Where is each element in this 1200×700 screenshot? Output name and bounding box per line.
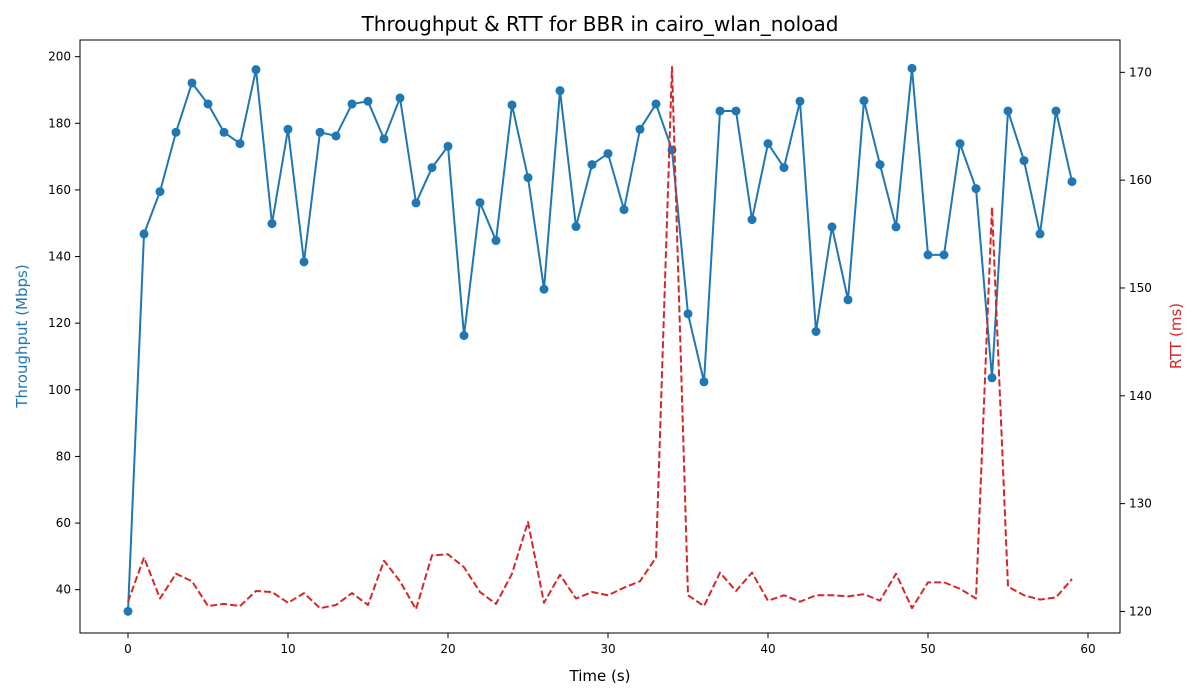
throughput-point	[731, 106, 741, 116]
throughput-point	[219, 127, 229, 137]
throughput-point	[779, 163, 789, 173]
throughput-point	[683, 309, 693, 319]
x-tick-label: 40	[760, 642, 775, 656]
throughput-point	[875, 160, 885, 170]
throughput-point	[539, 284, 549, 294]
x-tick-label: 60	[1080, 642, 1095, 656]
series-layer	[123, 63, 1077, 616]
throughput-point	[395, 93, 405, 103]
throughput-point	[283, 124, 293, 134]
throughput-point	[523, 173, 533, 183]
throughput-point	[843, 295, 853, 305]
throughput-point	[747, 215, 757, 225]
throughput-point	[379, 134, 389, 144]
throughput-point	[507, 100, 517, 110]
y-left-tick-label: 60	[56, 516, 71, 530]
throughput-point	[619, 205, 629, 215]
throughput-point	[1035, 229, 1045, 239]
y-axis-left-label: Throughput (Mbps)	[13, 264, 31, 408]
y-left-tick-label: 40	[56, 583, 71, 597]
throughput-point	[955, 139, 965, 149]
throughput-point	[635, 124, 645, 134]
x-tick-label: 30	[600, 642, 615, 656]
y-left-tick-label: 140	[48, 250, 71, 264]
throughput-point	[715, 106, 725, 116]
throughput-point	[235, 139, 245, 149]
y-axis-right-label: RTT (ms)	[1167, 303, 1185, 369]
y-right-tick-label: 120	[1129, 604, 1152, 618]
y-right-tick-label: 170	[1129, 65, 1152, 79]
throughput-point	[427, 163, 437, 173]
throughput-point	[891, 222, 901, 232]
x-tick-label: 0	[124, 642, 132, 656]
throughput-point	[923, 250, 933, 260]
throughput-point	[187, 78, 197, 88]
throughput-point	[555, 86, 565, 96]
x-tick-label: 10	[280, 642, 295, 656]
chart-title: Throughput & RTT for BBR in cairo_wlan_n…	[361, 12, 839, 36]
y-axis-right: 120 130 140 150 160 170	[1120, 65, 1152, 618]
throughput-point	[651, 99, 661, 109]
y-left-tick-label: 100	[48, 383, 71, 397]
x-axis-label: Time (s)	[569, 667, 631, 685]
throughput-point	[299, 257, 309, 267]
throughput-point	[1051, 106, 1061, 116]
throughput-point	[459, 331, 469, 341]
y-left-tick-label: 200	[48, 50, 71, 64]
x-axis: 0 10 20 30 40 50 60	[124, 633, 1096, 656]
throughput-point	[859, 96, 869, 106]
throughput-line	[127, 67, 1073, 612]
throughput-point	[811, 327, 821, 337]
throughput-point	[155, 187, 165, 197]
throughput-point	[827, 222, 837, 232]
throughput-point	[603, 149, 613, 159]
throughput-point	[971, 184, 981, 194]
throughput-point	[251, 65, 261, 75]
throughput-point	[939, 250, 949, 260]
y-left-tick-label: 120	[48, 316, 71, 330]
throughput-point	[411, 198, 421, 208]
throughput-point	[315, 127, 325, 137]
y-right-tick-label: 130	[1129, 497, 1152, 511]
rtt-line	[127, 65, 1073, 611]
throughput-point	[475, 198, 485, 208]
throughput-point	[1067, 177, 1077, 187]
throughput-point	[171, 127, 181, 137]
y-right-tick-label: 150	[1129, 281, 1152, 295]
throughput-point	[347, 99, 357, 109]
throughput-point	[699, 377, 709, 387]
y-right-tick-label: 160	[1129, 173, 1152, 187]
throughput-point	[443, 141, 453, 151]
throughput-point	[1019, 156, 1029, 166]
y-left-tick-label: 180	[48, 116, 71, 130]
throughput-point	[587, 160, 597, 170]
plot-frame	[79, 39, 1121, 634]
throughput-point	[491, 236, 501, 246]
y-axis-left: 40 60 80 100 120 140 160 180 200	[48, 50, 80, 597]
x-tick-label: 50	[920, 642, 935, 656]
throughput-point	[331, 131, 341, 141]
throughput-point	[1003, 106, 1013, 116]
y-left-tick-label: 160	[48, 183, 71, 197]
y-left-tick-label: 80	[56, 449, 71, 463]
throughput-point	[763, 139, 773, 149]
throughput-point	[123, 606, 133, 616]
throughput-point	[267, 219, 277, 229]
throughput-point	[363, 96, 373, 106]
throughput-point	[795, 96, 805, 106]
y-right-tick-label: 140	[1129, 389, 1152, 403]
throughput-point	[571, 222, 581, 232]
throughput-point	[907, 63, 917, 73]
x-tick-label: 20	[440, 642, 455, 656]
throughput-point	[139, 229, 149, 239]
throughput-point	[987, 373, 997, 383]
throughput-point	[203, 99, 213, 109]
